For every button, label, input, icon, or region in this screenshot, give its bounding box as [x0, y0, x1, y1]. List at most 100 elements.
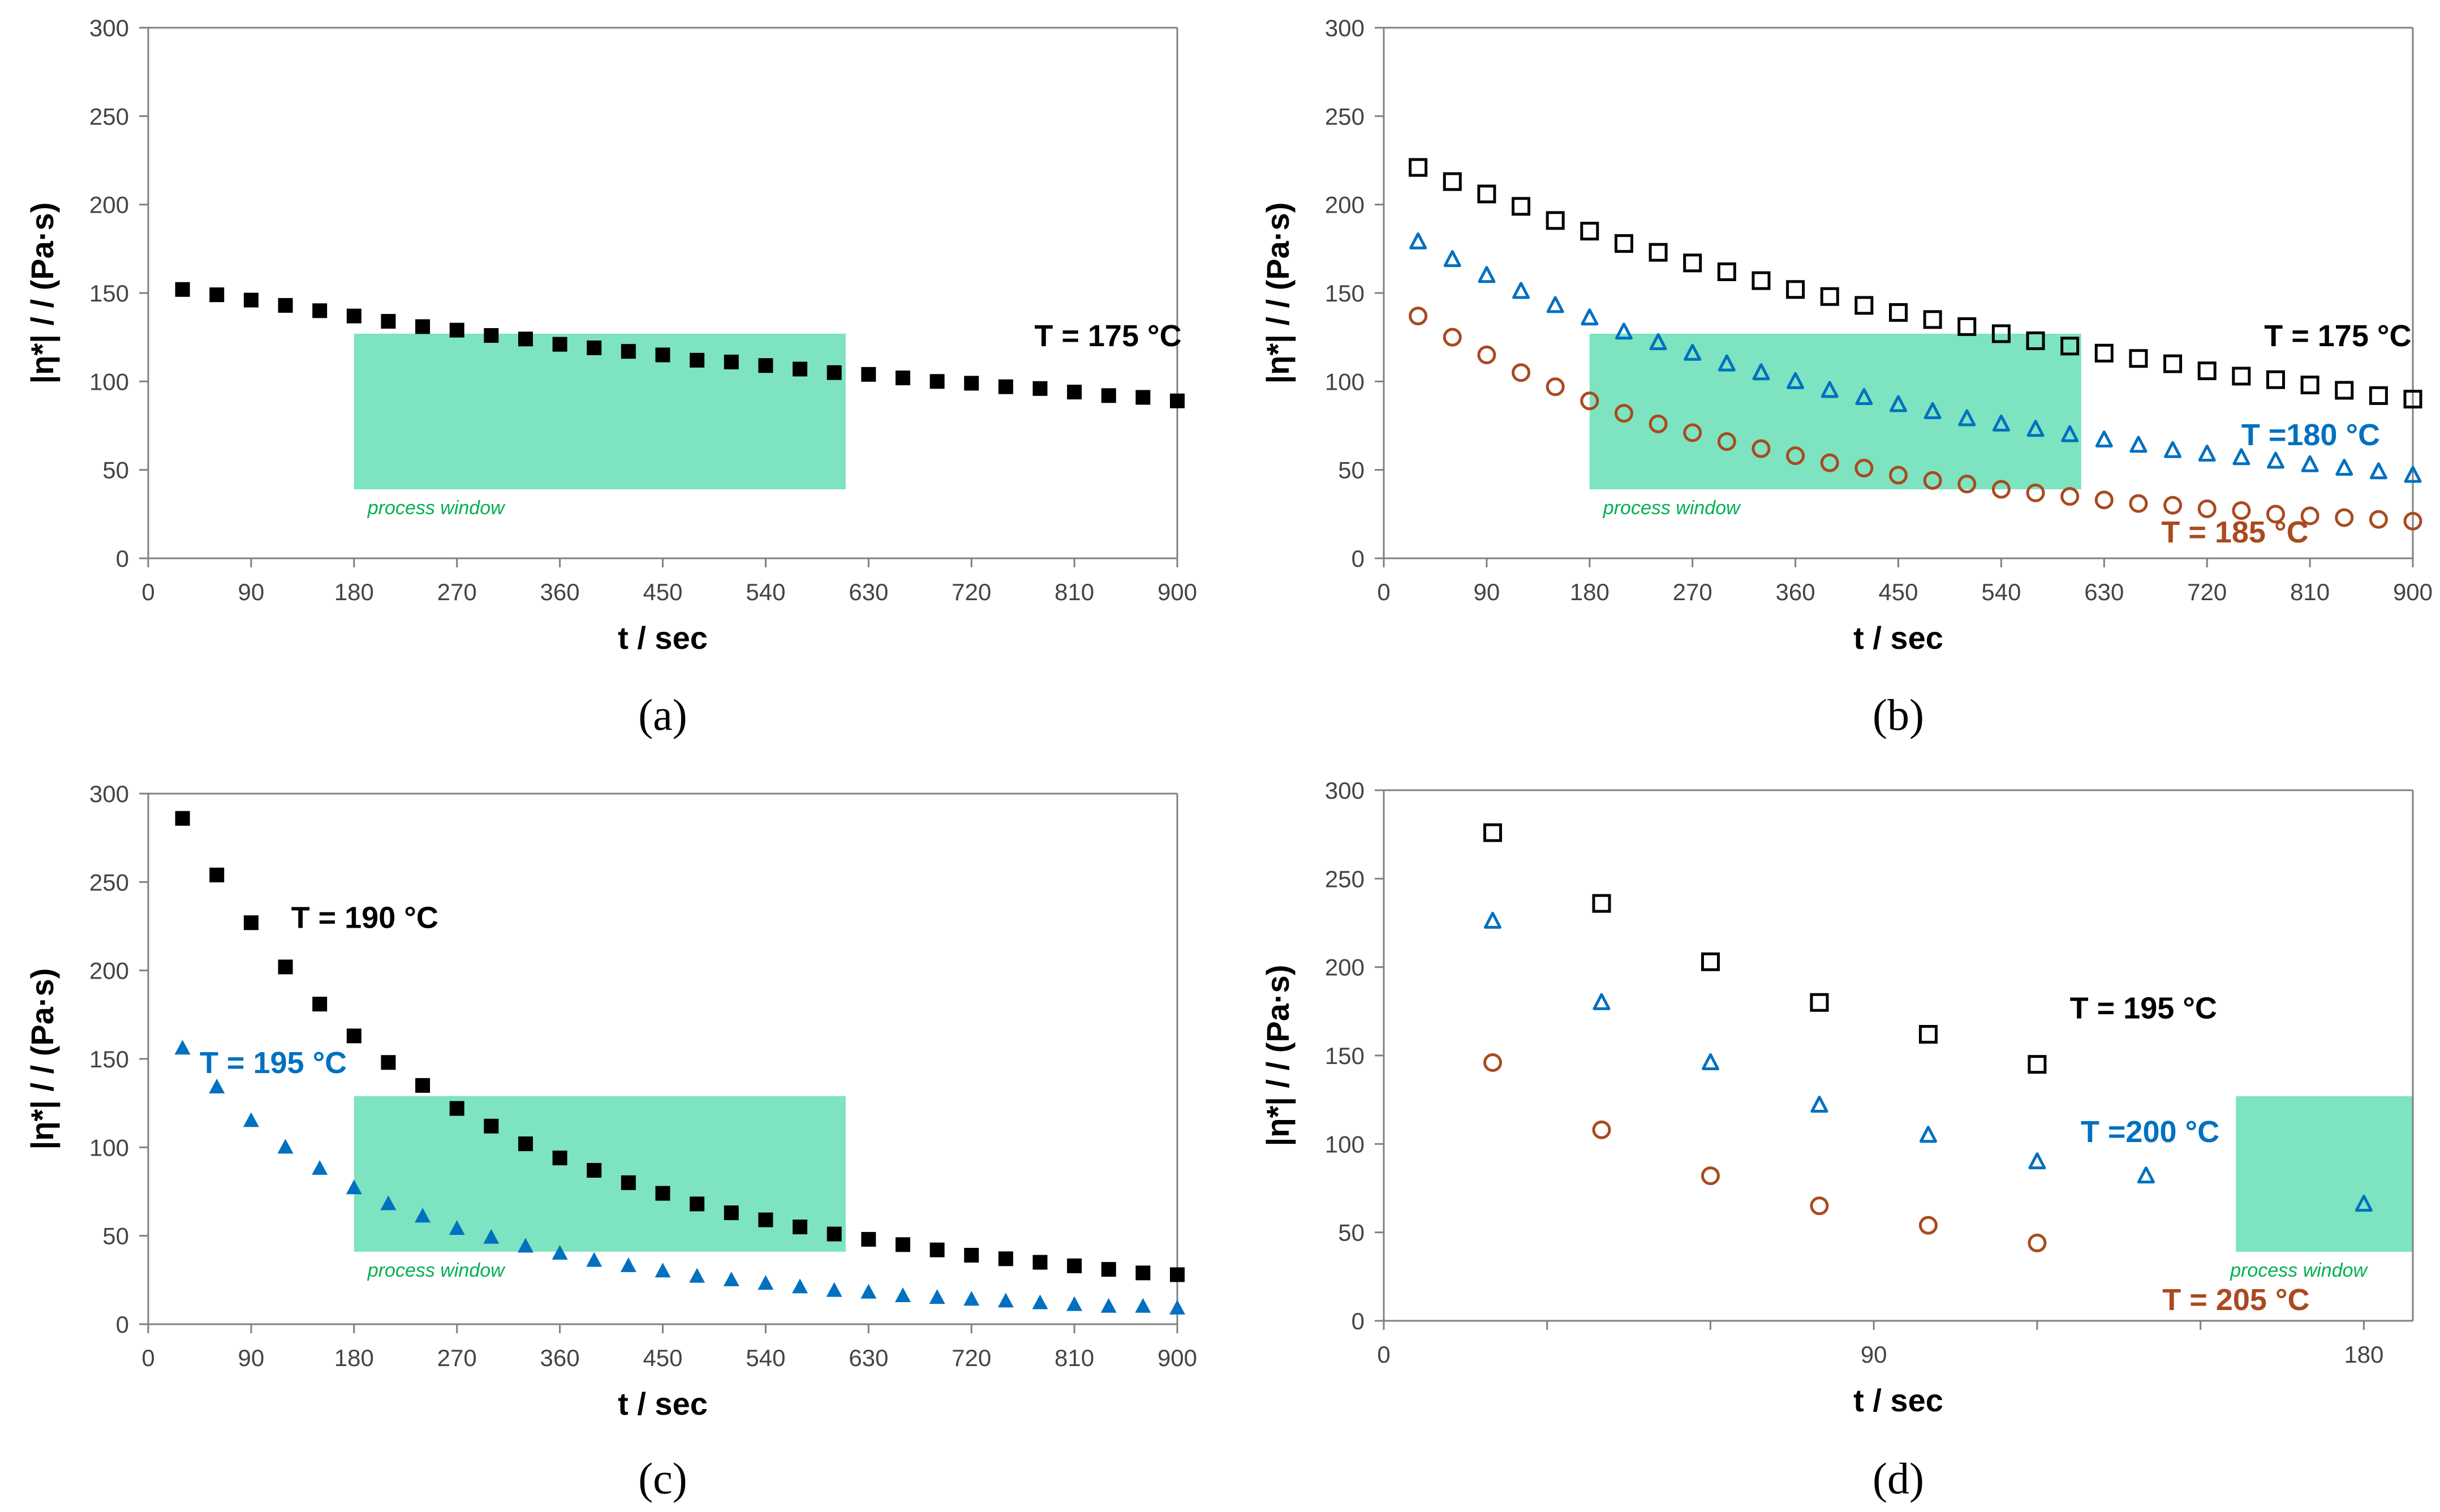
data-point — [1701, 952, 1720, 971]
data-point — [826, 1282, 842, 1297]
y-tick-label: 0 — [116, 545, 129, 572]
data-point — [1067, 385, 1082, 400]
data-point — [1684, 343, 1702, 361]
y-tick-label: 50 — [1338, 1220, 1365, 1246]
series-2 — [1483, 911, 2373, 1212]
data-point — [793, 361, 808, 377]
y-tick-label: 50 — [1338, 457, 1365, 484]
data-point — [620, 1257, 636, 1272]
data-point — [586, 1252, 603, 1267]
y-tick-label: 250 — [1325, 103, 1365, 130]
data-point — [1478, 266, 1496, 283]
data-point — [2026, 483, 2045, 502]
data-point — [415, 319, 431, 334]
panel-caption: (d) — [1873, 1454, 1924, 1503]
data-point — [1752, 363, 1770, 381]
series-1 — [175, 282, 1185, 408]
data-point — [380, 1195, 397, 1211]
series-2 — [174, 1040, 1185, 1315]
x-tick-label: 450 — [1878, 579, 1918, 605]
data-point — [2060, 487, 2080, 506]
x-tick-label: 630 — [2084, 579, 2124, 605]
data-point — [1923, 471, 1942, 490]
y-tick-label: 100 — [89, 1134, 129, 1161]
panel-a: process window 0 50 100 150 200 250 300 0 90 180 27… — [24, 15, 1197, 739]
panel-d: process window 0 50 100 150 200 250 300 0 90 180 t … — [1260, 777, 2414, 1503]
x-tick-label: 810 — [1055, 1345, 1094, 1371]
process-window-label: process window — [367, 497, 506, 519]
data-point — [209, 287, 225, 303]
x-tick-label: 540 — [746, 1345, 785, 1371]
data-point — [2266, 451, 2284, 469]
data-point — [723, 1271, 739, 1286]
y-tick-label: 100 — [1325, 368, 1365, 395]
y-tick-label: 200 — [1325, 954, 1365, 981]
data-point — [1918, 1216, 1938, 1235]
data-point — [1483, 911, 1501, 929]
data-point — [2163, 354, 2183, 373]
y-tick-label: 0 — [1352, 1308, 1365, 1334]
panel-caption: (c) — [638, 1454, 687, 1503]
data-point — [1821, 381, 1839, 398]
data-point — [552, 337, 567, 352]
data-point — [2335, 381, 2354, 400]
series-1 — [1483, 823, 2047, 1074]
data-point — [1135, 1298, 1151, 1313]
data-point — [346, 1028, 362, 1044]
data-point — [1135, 1265, 1151, 1281]
data-point — [894, 1287, 911, 1302]
panel-caption: (b) — [1873, 690, 1924, 739]
data-point — [1717, 432, 1736, 451]
series-label: T = 175 °C — [1034, 319, 1181, 353]
data-point — [175, 811, 190, 826]
series-label: T = 205 °C — [2162, 1283, 2309, 1317]
data-point — [1483, 823, 1502, 842]
x-tick-label: 810 — [1055, 579, 1094, 605]
series-label: T = 190 °C — [291, 901, 438, 935]
data-point — [998, 1251, 1013, 1267]
series-label: T = 175 °C — [2264, 319, 2411, 353]
data-point — [929, 374, 945, 389]
x-tick-label: 630 — [849, 1345, 888, 1371]
data-point — [1889, 466, 1908, 485]
data-point — [346, 308, 362, 324]
data-point — [1787, 372, 1805, 389]
data-point — [1592, 1120, 1611, 1139]
series-1 — [175, 811, 1185, 1282]
data-point — [1820, 287, 1839, 306]
x-tick-label: 720 — [2187, 579, 2227, 605]
x-tick-label: 90 — [238, 579, 265, 605]
data-point — [758, 1212, 773, 1227]
data-point — [1810, 1096, 1828, 1113]
data-point — [175, 282, 190, 297]
y-tick-label: 200 — [89, 192, 129, 218]
series-3 — [1483, 1053, 2047, 1252]
y-tick-label: 300 — [89, 15, 129, 41]
data-point — [1477, 345, 1496, 364]
data-point — [1786, 446, 1805, 466]
data-point — [1820, 453, 1839, 472]
data-point — [1477, 184, 1496, 204]
series-3 — [1409, 307, 2422, 531]
data-point — [998, 379, 1013, 394]
data-point — [758, 358, 773, 373]
y-tick-label: 200 — [1325, 192, 1365, 218]
process-window — [2236, 1096, 2413, 1252]
series-1 — [1409, 158, 2422, 409]
data-point — [964, 1248, 979, 1263]
process-window-label: process window — [1603, 497, 1741, 519]
data-point — [1066, 1296, 1083, 1311]
y-tick-label: 50 — [102, 1223, 129, 1250]
data-point — [2403, 390, 2422, 409]
panel-caption: (a) — [638, 690, 687, 739]
data-point — [2197, 499, 2217, 518]
data-point — [793, 1220, 808, 1235]
data-point — [1101, 388, 1116, 403]
data-point — [209, 1079, 225, 1094]
data-point — [689, 1268, 705, 1283]
x-axis-title: t / sec — [618, 1386, 708, 1421]
series-2 — [1409, 232, 2422, 483]
x-axis-title: t / sec — [618, 620, 708, 656]
data-point — [1615, 322, 1633, 340]
